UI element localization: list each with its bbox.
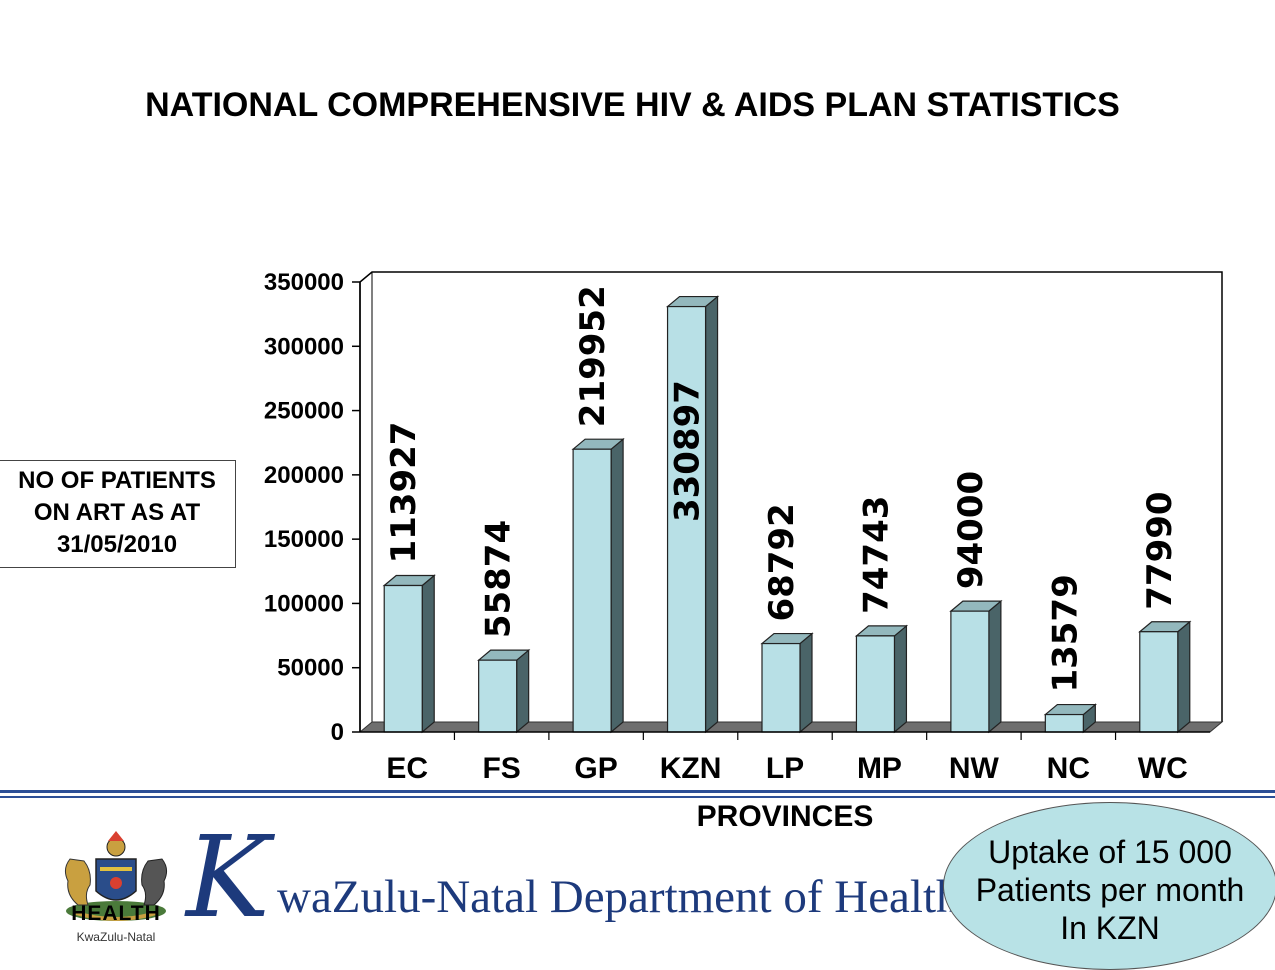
bar-side [893,624,908,734]
y-tick-label: 0 [331,719,344,746]
bars: 113927 55874 219952 330897 68792 74743 94000 13… [382,285,1192,734]
y-axis-label-line-1: NO OF PATIENTS [18,467,216,494]
bar-side [988,599,1002,734]
bar-group-mp: 74743 [854,496,909,734]
bar [666,305,707,733]
bar-side [1177,620,1191,734]
y-axis-label-box: NO OF PATIENTS ON ART AS AT 31/05/2010 [0,460,236,568]
x-tick-label: MP [857,752,902,785]
bar-group-ec: 113927 [382,422,436,734]
bar-side [610,437,624,734]
x-tick-label: KZN [660,752,722,785]
bar-value-label: 68792 [762,503,802,621]
logo-title: HEALTH [71,902,161,925]
callout-line-2: Patients per month [975,872,1245,908]
bar-value-label: 77990 [1140,491,1180,609]
bar-group-wc: 77990 [1138,491,1192,734]
y-tick-label: 300000 [264,333,344,360]
bar-value-label: 74743 [856,496,896,614]
x-tick-label: NC [1047,752,1090,785]
bar-value-label: 13579 [1045,574,1085,692]
x-tick-label: GP [574,752,617,785]
y-axis: 0 50000 100000 150000 200000 250000 300000 3500… [264,269,361,746]
uptake-callout: Uptake of 15 000 Patients per month In K… [943,802,1275,970]
bar [950,610,990,733]
bar [1139,631,1179,733]
y-tick-label: 150000 [264,526,344,553]
x-tick-label: FS [482,752,520,785]
bar-group-lp: 68792 [760,503,814,734]
bar-value-label: 113927 [384,422,424,564]
x-tick-label: WC [1138,752,1188,785]
bar [761,642,801,733]
y-tick-label: 350000 [264,269,344,296]
department-name: waZulu-Natal Department of Health [277,871,960,923]
bar-group-fs: 55874 [477,520,531,734]
bar-value-label: 219952 [573,285,613,427]
y-axis-label-line-3: 31/05/2010 [56,531,178,558]
page-title: NATIONAL COMPREHENSIVE HIV & AIDS PLAN S… [145,86,1120,124]
x-tick-label: LP [766,752,804,785]
bar-group-nc: 13579 [1043,574,1097,734]
bar-side [421,574,435,734]
x-axis-label: PROVINCES [696,800,874,833]
bar-value-label: 94000 [951,471,991,589]
y-tick-label: 100000 [264,590,344,617]
x-tick-label: EC [386,752,428,785]
footer-divider [0,790,1275,793]
y-tick-label: 50000 [277,655,344,682]
x-axis: EC FS GP KZN LP MP NW NC WC [360,731,1210,785]
bar-value-label: 330897 [668,380,708,522]
y-axis-label-line-2: ON ART AS AT [33,499,201,526]
bar-side [799,632,813,734]
y-tick-label: 250000 [264,398,344,425]
bar-chart: 0 50000 100000 150000 200000 250000 300000 3500… [264,269,1224,785]
callout-line-1: Uptake of 15 000 [988,834,1232,870]
bar-group-nw: 94000 [949,471,1003,734]
bar-group-kzn: 330897 [665,295,720,734]
bar [478,659,518,733]
bar-side [516,648,530,734]
footer-divider-secondary [0,796,1275,798]
bar-value-label: 55874 [479,520,519,638]
callout-line-3: In KZN [1060,910,1160,946]
department-name-initial: K [186,813,270,943]
coat-of-arms-icon [64,831,168,921]
x-tick-label: NW [949,752,1000,785]
bar-group-gp: 219952 [571,285,625,734]
bar [855,635,896,733]
y-tick-label: 200000 [264,462,344,489]
logo-subtitle: KwaZulu-Natal [76,930,156,944]
bar [572,448,612,733]
bar [1044,713,1084,733]
bar [383,584,423,733]
